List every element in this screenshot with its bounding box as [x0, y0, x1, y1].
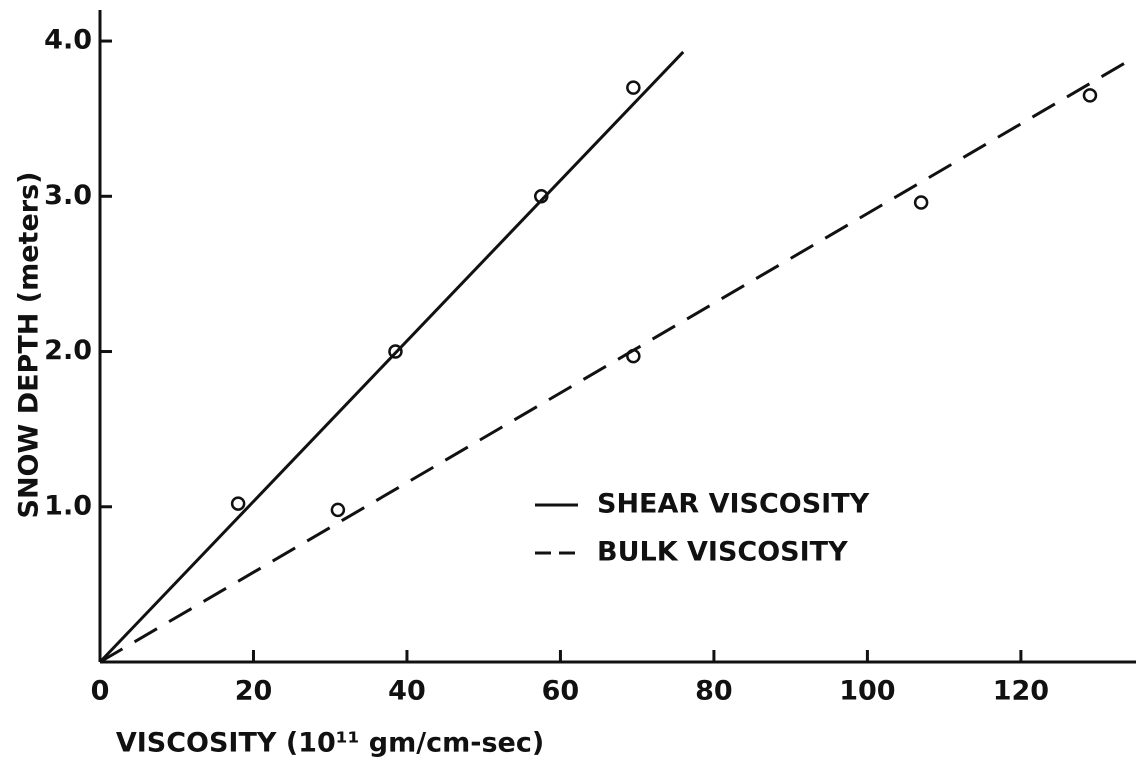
data-point — [388, 344, 403, 359]
y-tick-label: 2.0 — [44, 335, 92, 366]
x-tick-label: 0 — [91, 676, 110, 707]
data-point — [626, 348, 641, 364]
x-tick-label: 60 — [542, 676, 580, 707]
fit-line — [99, 55, 1137, 664]
data-point — [626, 80, 641, 95]
legend-label: BULK VISCOSITY — [597, 537, 848, 568]
x-axis-label: VISCOSITY (10¹¹ gm/cm-sec) — [116, 728, 544, 759]
data-point — [913, 195, 929, 210]
data-point — [230, 496, 246, 511]
data-point — [330, 502, 346, 518]
y-tick-label: 3.0 — [44, 180, 92, 211]
y-axis-label: SNOW DEPTH (meters) — [14, 172, 45, 519]
x-tick-label: 80 — [695, 676, 733, 707]
y-tick-label: 4.0 — [44, 25, 92, 56]
y-tick-label: 1.0 — [44, 490, 92, 521]
x-tick-label: 40 — [388, 676, 426, 707]
legend-label: SHEAR VISCOSITY — [597, 489, 870, 520]
x-tick-label: 120 — [993, 676, 1049, 707]
x-tick-label: 20 — [235, 676, 273, 707]
data-point — [534, 189, 549, 204]
data-point — [1082, 88, 1098, 103]
x-tick-label: 100 — [839, 676, 895, 707]
